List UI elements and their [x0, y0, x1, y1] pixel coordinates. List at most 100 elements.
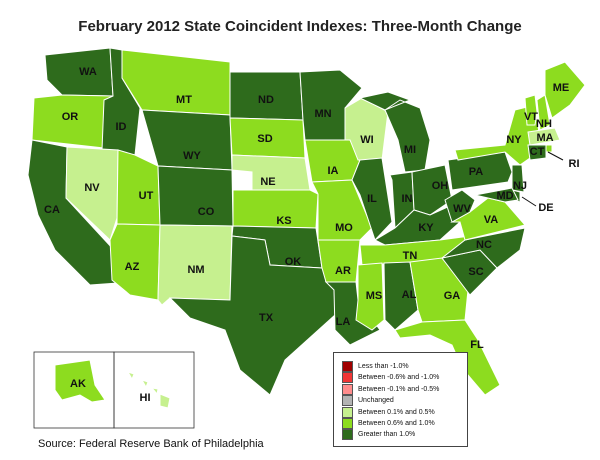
- state-hi: [126, 371, 171, 409]
- state-wv: [444, 189, 476, 223]
- state-oh: [411, 164, 453, 216]
- legend-label: Between -0.1% and -0.5%: [358, 385, 440, 393]
- state-label-ks: KS: [276, 215, 291, 227]
- state-label-ok: OK: [285, 256, 302, 268]
- state-co: [157, 165, 234, 227]
- hawaii-inset-frame: [113, 351, 195, 429]
- state-label-ar: AR: [335, 265, 351, 277]
- state-label-md: MD: [496, 190, 513, 202]
- state-label-sd: SD: [257, 133, 272, 145]
- legend-item: Between 0.6% and 1.0%: [342, 418, 435, 429]
- state-label-ct: CT: [530, 146, 545, 158]
- legend-swatch: [342, 406, 353, 418]
- legend-label: Unchanged: [358, 397, 394, 405]
- state-label-al: AL: [402, 289, 417, 301]
- state-label-oh: OH: [432, 180, 449, 192]
- state-label-ga: GA: [444, 290, 461, 302]
- state-label-il: IL: [367, 193, 377, 205]
- state-label-nh: NH: [536, 118, 552, 130]
- state-label-ak: AK: [70, 378, 86, 390]
- legend-swatch: [342, 361, 353, 372]
- map-title: February 2012 State Coincident Indexes: …: [78, 18, 522, 35]
- legend-swatch: [342, 372, 353, 384]
- legend-swatch: [342, 418, 353, 429]
- state-va: [450, 197, 526, 241]
- state-label-nj: NJ: [513, 180, 527, 192]
- state-label-nd: ND: [258, 94, 274, 106]
- state-la: [324, 281, 381, 346]
- state-label-wa: WA: [79, 66, 97, 78]
- state-nh: [536, 94, 551, 131]
- state-label-sc: SC: [468, 266, 483, 278]
- state-label-pa: PA: [469, 166, 484, 178]
- state-label-ms: MS: [366, 290, 383, 302]
- legend-item: Less than -1.0%: [342, 361, 409, 372]
- legend-swatch: [342, 395, 353, 407]
- state-md: [474, 187, 519, 203]
- state-fl: [394, 319, 501, 396]
- ri-leader-line: [547, 151, 564, 161]
- state-label-wv: WV: [453, 203, 471, 215]
- state-label-vt: VT: [524, 111, 538, 123]
- state-label-in: IN: [402, 193, 413, 205]
- source-note: Source: Federal Reserve Bank of Philadel…: [38, 438, 264, 450]
- legend-label: Between -0.6% and -1.0%: [358, 374, 440, 382]
- state-label-va: VA: [484, 214, 499, 226]
- state-ma: [527, 127, 561, 146]
- state-ct: [527, 144, 547, 161]
- state-ut: [116, 149, 161, 226]
- legend-label: Greater than 1.0%: [358, 431, 416, 439]
- state-ak: [54, 359, 106, 403]
- state-me: [544, 61, 586, 119]
- state-label-tn: TN: [403, 250, 418, 262]
- state-label-wy: WY: [183, 150, 201, 162]
- legend-item: Between -0.6% and -1.0%: [342, 372, 440, 384]
- state-label-mo: MO: [335, 222, 353, 234]
- legend-label: Between 0.1% and 0.5%: [358, 408, 435, 416]
- state-label-ma: MA: [536, 132, 553, 144]
- state-label-id: ID: [116, 121, 127, 133]
- state-nc: [441, 227, 526, 269]
- legend-item: Greater than 1.0%: [342, 429, 416, 441]
- state-label-me: ME: [553, 82, 570, 94]
- state-label-mt: MT: [176, 94, 192, 106]
- state-label-ca: CA: [44, 204, 60, 216]
- state-label-nm: NM: [187, 264, 204, 276]
- state-label-fl: FL: [470, 339, 484, 351]
- state-label-ky: KY: [418, 222, 434, 234]
- state-label-mn: MN: [314, 108, 331, 120]
- state-label-de: DE: [538, 202, 553, 214]
- state-label-or: OR: [62, 111, 79, 123]
- state-label-ut: UT: [139, 190, 154, 202]
- de-leader-line: [521, 196, 537, 207]
- state-tx: [168, 235, 336, 396]
- labels-layer: WA OR CA ID NV MT WY UT AZ CO NM ND SD NE KS OK TX MN IA MO…: [44, 66, 579, 404]
- states-layer: [27, 47, 586, 409]
- state-nv: [65, 146, 119, 241]
- state-label-co: CO: [198, 206, 215, 218]
- state-label-ne: NE: [260, 176, 275, 188]
- state-label-ia: IA: [328, 165, 339, 177]
- state-ms: [355, 262, 385, 331]
- legend-swatch: [342, 429, 353, 441]
- legend-swatch: [342, 383, 353, 395]
- state-label-az: AZ: [125, 261, 140, 273]
- state-nj: [511, 164, 525, 193]
- state-label-ny: NY: [506, 134, 522, 146]
- state-ri: [545, 144, 553, 153]
- legend-item: Between 0.1% and 0.5%: [342, 406, 435, 418]
- state-label-hi: HI: [140, 392, 151, 404]
- state-al: [383, 261, 419, 331]
- state-label-ri: RI: [569, 158, 580, 170]
- legend-item: Between -0.1% and -0.5%: [342, 383, 440, 395]
- state-label-nc: NC: [476, 239, 492, 251]
- state-vt: [524, 94, 538, 126]
- legend: Less than -1.0% Between -0.6% and -1.0% Be…: [333, 352, 468, 447]
- state-label-wi: WI: [360, 134, 373, 146]
- state-label-mi: MI: [404, 144, 416, 156]
- legend-item: Unchanged: [342, 395, 394, 407]
- legend-label: Less than -1.0%: [358, 363, 409, 370]
- state-label-la: LA: [336, 316, 351, 328]
- state-mi: [358, 91, 431, 173]
